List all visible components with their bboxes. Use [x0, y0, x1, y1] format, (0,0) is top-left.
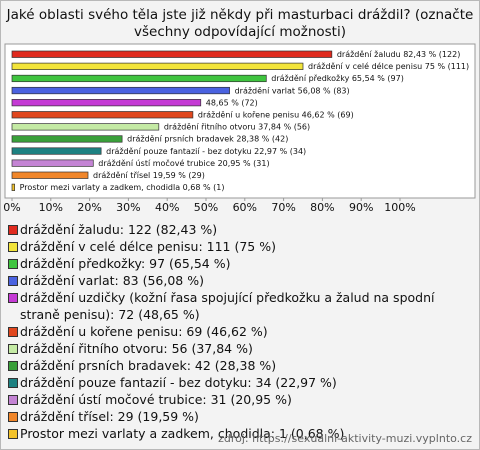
legend-label: dráždění třísel: 29 (19,59 %)	[20, 409, 199, 424]
legend-item: dráždění uzdičky (kožní řasa spojující p…	[8, 289, 474, 323]
x-tick-label: 90%	[349, 201, 373, 214]
legend-item: dráždění u kořene penisu: 69 (46,62 %)	[8, 323, 474, 340]
legend-label: dráždění řitního otvoru: 56 (37,84 %)	[20, 341, 253, 356]
legend-item: dráždění ústí močové trubice: 31 (20,95 …	[8, 391, 474, 408]
bar	[11, 50, 333, 58]
legend-swatch	[8, 344, 18, 354]
bar	[11, 159, 94, 167]
bar	[11, 74, 267, 83]
legend-swatch	[8, 259, 18, 269]
x-tick-label: 100%	[384, 201, 415, 214]
bar	[11, 62, 304, 70]
value-label: Prostor mezi varlaty a zadkem, chodidla …	[20, 183, 225, 192]
legend-label: Prostor mezi varlaty a zadkem, chodidla:…	[20, 426, 345, 441]
legend-item: Prostor mezi varlaty a zadkem, chodidla:…	[8, 425, 474, 442]
x-tick-label: 30%	[116, 201, 140, 214]
legend-label: dráždění u kořene penisu: 69 (46,62 %)	[20, 324, 268, 339]
x-tick-label: 20%	[77, 201, 101, 214]
value-label: dráždění pouze fantazií - bez dotyku 22,…	[106, 147, 306, 156]
legend-label: dráždění žaludu: 122 (82,43 %)	[20, 222, 218, 237]
chart: Jaké oblasti svého těla jste již někdy p…	[3, 7, 476, 214]
legend-label: dráždění prsních bradavek: 42 (28,38 %)	[20, 358, 277, 373]
legend-item: dráždění varlat: 83 (56,08 %)	[8, 272, 474, 289]
legend-swatch	[8, 361, 18, 371]
legend-item: dráždění v celé délce penisu: 111 (75 %)	[8, 238, 474, 255]
value-label: dráždění v celé délce penisu 75 % (111)	[308, 61, 469, 71]
legend-item: dráždění předkožky: 97 (65,54 %)	[8, 255, 474, 272]
value-label: dráždění předkožky 65,54 % (97)	[271, 74, 404, 83]
legend-label: dráždění ústí močové trubice: 31 (20,95 …	[20, 392, 292, 407]
x-tick-label: 40%	[155, 201, 179, 214]
legend-label: dráždění varlat: 83 (56,08 %)	[20, 273, 204, 288]
value-label: dráždění třísel 19,59 % (29)	[93, 171, 205, 180]
value-label: dráždění řitního otvoru 37,84 % (56)	[164, 123, 310, 132]
bar	[11, 111, 194, 119]
legend-swatch	[8, 327, 18, 337]
legend-label: dráždění předkožky: 97 (65,54 %)	[20, 256, 231, 271]
bar	[11, 183, 15, 191]
bar	[11, 171, 89, 179]
value-label: 48,65 % (72)	[206, 98, 258, 107]
chart-title: všechny odpovídající možnosti)	[134, 24, 346, 40]
bar	[11, 147, 102, 155]
legend-label: dráždění v celé délce penisu: 111 (75 %)	[20, 239, 276, 254]
legend-label: dráždění uzdičky (kožní řasa spojující p…	[20, 290, 435, 322]
x-tick-label: 0%	[3, 201, 20, 214]
x-tick-label: 10%	[39, 201, 63, 214]
legend-item: dráždění řitního otvoru: 56 (37,84 %)	[8, 340, 474, 357]
x-tick-label: 60%	[233, 201, 257, 214]
legend-item: dráždění pouze fantazií - bez dotyku: 34…	[8, 374, 474, 391]
bar	[11, 99, 202, 107]
x-tick-label: 80%	[310, 201, 334, 214]
legend-swatch	[8, 395, 18, 405]
legend-swatch	[8, 293, 18, 303]
legend-swatch	[8, 225, 18, 235]
legend-label: dráždění pouze fantazií - bez dotyku: 34…	[20, 375, 337, 390]
value-label: dráždění varlat 56,08 % (83)	[235, 86, 350, 95]
bar	[11, 135, 123, 143]
x-tick-label: 70%	[271, 201, 295, 214]
bar	[11, 123, 160, 131]
legend-swatch	[8, 412, 18, 422]
value-label: dráždění žaludu 82,43 % (122)	[337, 50, 461, 59]
legend-item: dráždění třísel: 29 (19,59 %)	[8, 408, 474, 425]
legend-swatch	[8, 429, 18, 439]
source: zdroj: https://sexualni-aktivity-muzi.vy…	[218, 432, 472, 445]
legend-item: dráždění žaludu: 122 (82,43 %)	[8, 221, 474, 238]
value-label: dráždění prsních bradavek 28,38 % (42)	[127, 135, 288, 144]
legend-swatch	[8, 276, 18, 286]
legend-swatch	[8, 242, 18, 252]
value-label: dráždění ústí močové trubice 20,95 % (31…	[98, 158, 269, 168]
chart-title: Jaké oblasti svého těla jste již někdy p…	[6, 7, 474, 23]
legend-item: dráždění prsních bradavek: 42 (28,38 %)	[8, 357, 474, 374]
x-tick-label: 50%	[194, 201, 218, 214]
bar	[11, 86, 230, 95]
legend: dráždění žaludu: 122 (82,43 %) dráždění v…	[8, 221, 474, 442]
legend-swatch	[8, 378, 18, 388]
value-label: dráždění u kořene penisu 46,62 % (69)	[198, 111, 354, 120]
